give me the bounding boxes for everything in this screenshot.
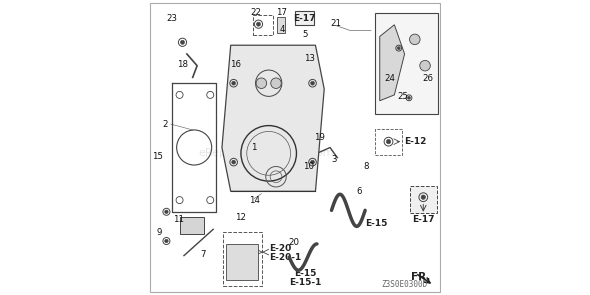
- Text: 16: 16: [230, 60, 241, 69]
- Text: 6: 6: [356, 187, 362, 196]
- Circle shape: [232, 81, 235, 85]
- Text: 26: 26: [422, 74, 434, 83]
- Text: 19: 19: [314, 133, 325, 142]
- Polygon shape: [222, 45, 324, 191]
- Text: 23: 23: [167, 14, 178, 23]
- Text: 7: 7: [200, 250, 206, 259]
- Polygon shape: [380, 25, 405, 101]
- Circle shape: [310, 160, 314, 164]
- Circle shape: [181, 40, 185, 44]
- Circle shape: [397, 47, 400, 50]
- Bar: [295, 11, 314, 25]
- Text: E-15-1: E-15-1: [289, 278, 322, 287]
- Text: 17: 17: [276, 8, 287, 17]
- Circle shape: [310, 81, 314, 85]
- Text: 2: 2: [162, 119, 168, 129]
- Circle shape: [232, 160, 235, 164]
- Text: E-12: E-12: [404, 137, 426, 146]
- Text: Z3S0E0300D: Z3S0E0300D: [382, 280, 428, 289]
- Circle shape: [386, 140, 391, 144]
- Circle shape: [257, 22, 261, 26]
- Text: 25: 25: [398, 92, 409, 101]
- Bar: [253, 14, 273, 35]
- Text: E-20: E-20: [269, 244, 291, 253]
- Text: 10: 10: [303, 162, 314, 171]
- Circle shape: [419, 60, 430, 71]
- Text: 1: 1: [251, 143, 257, 152]
- Bar: [410, 186, 437, 213]
- Circle shape: [409, 34, 420, 45]
- Circle shape: [271, 78, 281, 88]
- Text: 14: 14: [248, 196, 260, 205]
- Text: E-20-1: E-20-1: [269, 253, 301, 262]
- Bar: [277, 17, 285, 33]
- Text: 21: 21: [330, 19, 342, 28]
- Text: eReplacementParts.com: eReplacementParts.com: [198, 148, 333, 158]
- Text: E-15: E-15: [294, 269, 317, 278]
- Circle shape: [408, 96, 411, 99]
- Bar: [223, 232, 263, 286]
- Text: 3: 3: [332, 155, 337, 164]
- Circle shape: [165, 210, 168, 214]
- Text: 11: 11: [173, 214, 183, 224]
- Circle shape: [256, 78, 267, 88]
- Text: 5: 5: [303, 30, 308, 40]
- Bar: [181, 217, 204, 234]
- Text: 24: 24: [385, 74, 395, 83]
- Text: 8: 8: [364, 162, 369, 171]
- Text: 4: 4: [279, 25, 284, 34]
- Text: E-15: E-15: [365, 219, 388, 228]
- Text: 15: 15: [152, 152, 163, 161]
- Text: 9: 9: [156, 228, 162, 237]
- Text: E-17: E-17: [412, 214, 435, 224]
- Text: 20: 20: [289, 238, 300, 247]
- Bar: [375, 129, 402, 155]
- Circle shape: [421, 195, 425, 199]
- Bar: [226, 244, 258, 281]
- Circle shape: [165, 239, 168, 243]
- Text: E-17: E-17: [293, 14, 316, 22]
- Text: 12: 12: [235, 213, 247, 222]
- Text: 22: 22: [250, 8, 261, 17]
- Bar: [375, 13, 438, 114]
- Text: 18: 18: [177, 60, 188, 69]
- Text: 13: 13: [304, 54, 315, 63]
- Text: FR.: FR.: [411, 272, 430, 282]
